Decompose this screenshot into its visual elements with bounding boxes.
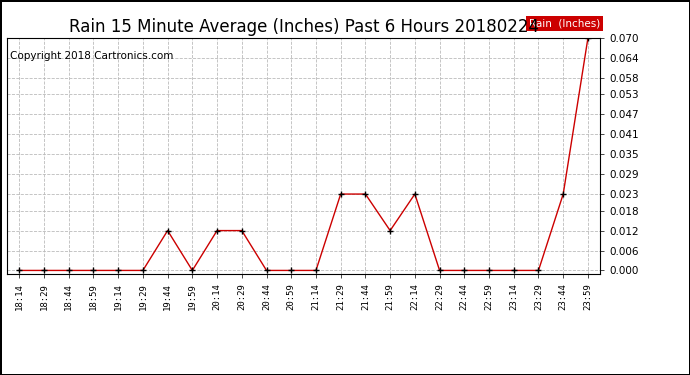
Text: Copyright 2018 Cartronics.com: Copyright 2018 Cartronics.com: [10, 51, 174, 61]
Text: Rain  (Inches): Rain (Inches): [529, 19, 600, 28]
Title: Rain 15 Minute Average (Inches) Past 6 Hours 20180224: Rain 15 Minute Average (Inches) Past 6 H…: [68, 18, 539, 36]
